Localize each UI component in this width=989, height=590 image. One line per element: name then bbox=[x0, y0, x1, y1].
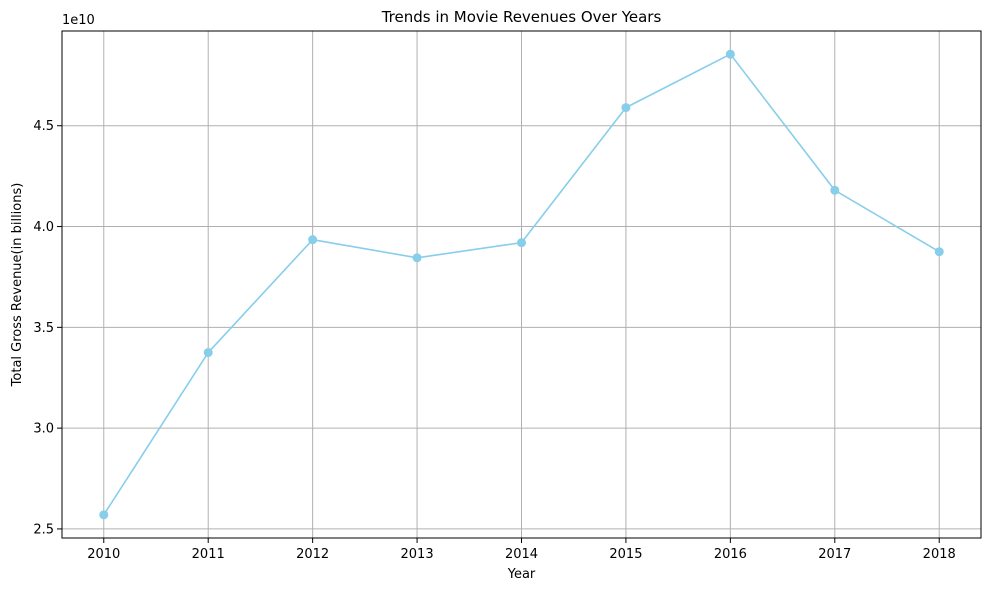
y-tick-label: 4.0 bbox=[33, 220, 54, 235]
x-tick-label: 2016 bbox=[714, 547, 747, 562]
data-point bbox=[830, 185, 840, 195]
data-point bbox=[725, 49, 735, 59]
data-point bbox=[99, 510, 109, 520]
x-tick-label: 2018 bbox=[923, 547, 956, 562]
axis-ticks: 2010 2011 2012 2013 2014 2015 2016 2017 2018 2.5 3… bbox=[33, 119, 955, 562]
y-tick-label: 3.5 bbox=[33, 321, 54, 336]
y-tick-label: 4.5 bbox=[33, 119, 54, 134]
y-tick-label: 2.5 bbox=[33, 522, 54, 537]
data-point bbox=[308, 235, 318, 245]
x-tick-label: 2014 bbox=[505, 547, 538, 562]
data-point bbox=[934, 247, 944, 257]
grid-lines bbox=[62, 31, 981, 538]
series-layer bbox=[99, 49, 944, 520]
data-point bbox=[203, 348, 213, 358]
x-axis-label: Year bbox=[507, 567, 536, 582]
x-tick-label: 2012 bbox=[296, 547, 329, 562]
chart-title: Trends in Movie Revenues Over Years bbox=[381, 8, 662, 26]
x-tick-label: 2017 bbox=[818, 547, 851, 562]
data-point bbox=[621, 103, 631, 113]
y-axis-offset-label: 1e10 bbox=[62, 13, 95, 28]
x-tick-label: 2010 bbox=[87, 547, 120, 562]
x-tick-label: 2011 bbox=[192, 547, 225, 562]
x-tick-label: 2015 bbox=[609, 547, 642, 562]
y-tick-label: 3.0 bbox=[33, 422, 54, 437]
y-axis-label: Total Gross Revenue(in billions) bbox=[10, 183, 25, 388]
x-tick-label: 2013 bbox=[401, 547, 434, 562]
data-point bbox=[517, 238, 526, 248]
data-point bbox=[412, 253, 422, 263]
